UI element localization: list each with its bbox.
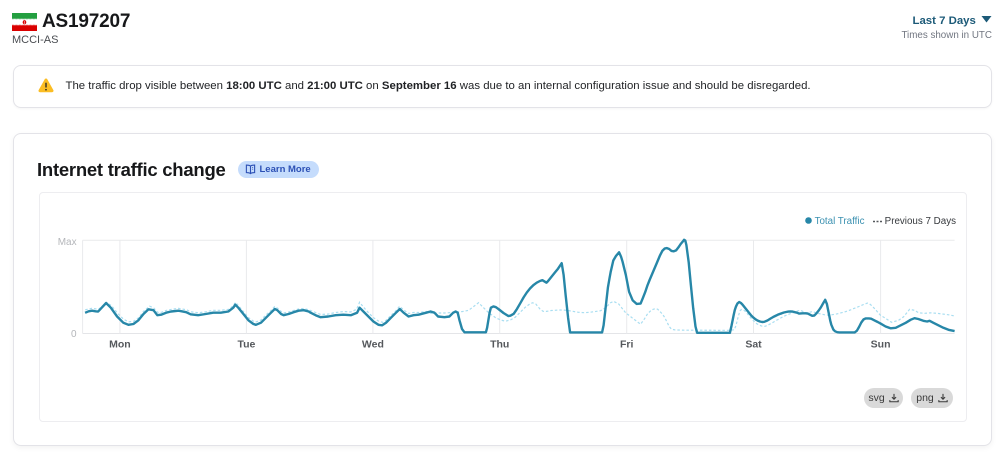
svg-text:Max: Max xyxy=(57,237,76,248)
svg-text:Tue: Tue xyxy=(237,339,255,351)
svg-text:Wed: Wed xyxy=(361,339,383,351)
svg-text:Fri: Fri xyxy=(619,339,633,351)
svg-text:0: 0 xyxy=(71,329,77,340)
svg-text:Sun: Sun xyxy=(870,339,890,351)
svg-text:Mon: Mon xyxy=(109,339,131,351)
svg-text:Thu: Thu xyxy=(490,339,509,351)
svg-text:Sat: Sat xyxy=(745,339,762,351)
